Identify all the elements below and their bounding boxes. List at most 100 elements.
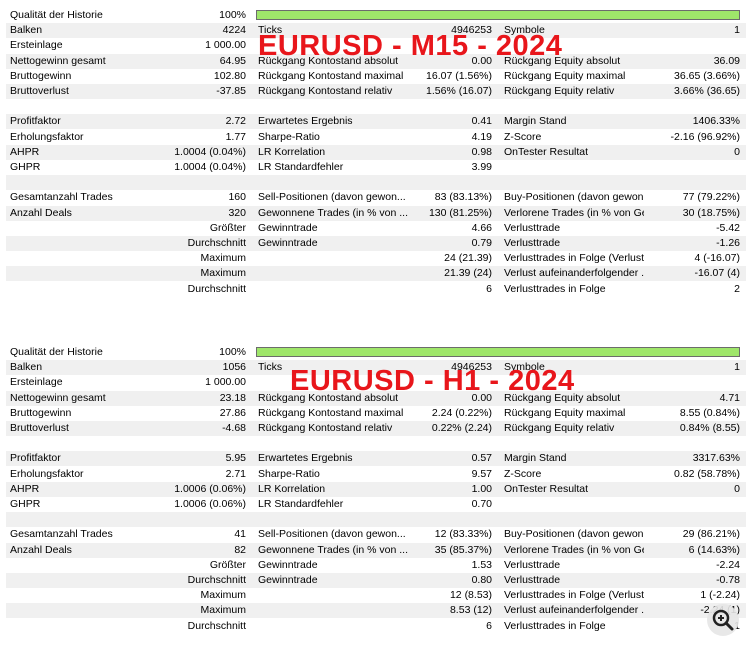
cell-c2: Rückgang Kontostand absolut [258, 391, 399, 404]
magnifier-zoom-in-icon[interactable] [706, 603, 740, 637]
cell-c2: Gewonnene Trades (in % von ... [258, 206, 408, 219]
cell-v2: 0.79 [471, 237, 492, 249]
cell-v2: 24 (21.39) [444, 252, 492, 265]
cell-c2: Erwartetes Ergebnis [258, 115, 353, 128]
table-row: GHPR 1.0004 (0.04%) LR Standardfehler 3.99 [6, 160, 746, 175]
cell-v1: 27.86 [219, 406, 246, 419]
cell-v3 [642, 175, 740, 190]
cell-v3: 36.65 (3.66%) [674, 69, 740, 82]
table-row: Maximum 21.39 (24) Verlust aufeinanderfolg… [6, 266, 746, 282]
cell-c1: Nettogewinn gesamt [10, 391, 106, 404]
cell-c1 [10, 512, 140, 527]
cell-v3: -2.16 (96.92%) [670, 130, 740, 143]
cell-c2: Sharpe-Ratio [258, 467, 320, 480]
cell-v1: Maximum [200, 589, 246, 602]
cell-c1: Profitfaktor [10, 452, 61, 465]
cell-v1: 320 [228, 206, 246, 219]
table-row [6, 175, 746, 191]
cell-v3: 0.82 (58.78%) [674, 467, 740, 480]
cell-v1 [140, 512, 246, 527]
table-row: Nettogewinn gesamt 64.95 Rückgang Kontosta… [6, 53, 746, 69]
cell-v2 [408, 512, 492, 527]
cell-v1: Durchschnitt [187, 619, 246, 632]
table-row: Erholungsfaktor 1.77 Sharpe-Ratio 4.19 Z-Sco… [6, 129, 746, 145]
cell-c2: LR Korrelation [258, 482, 326, 495]
cell-c3: Rückgang Equity absolut [504, 391, 621, 404]
table-row: Gesamtanzahl Trades 41 Sell-Positionen (da… [6, 527, 746, 543]
cell-v1: Maximum [200, 604, 246, 617]
quality-row: Qualität der Historie 100% [6, 8, 746, 23]
cell-v2: 0.22% (2.24) [431, 422, 492, 434]
cell-c2: Gewonnene Trades (in % von ... [258, 543, 408, 556]
cell-c3: OnTester Resultat [504, 482, 589, 495]
cell-c3: Verlusttrade [504, 574, 561, 586]
cell-v2: 6 [486, 619, 492, 632]
cell-c3: OnTester Resultat [504, 145, 589, 158]
cell-v2: 0.70 [471, 498, 492, 510]
cell-c3: Verlorene Trades (in % von Ge... [504, 543, 644, 556]
cell-v3: 3.66% (36.65) [674, 85, 740, 97]
cell-c1 [10, 266, 140, 281]
table-row: Profitfaktor 2.72 Erwartetes Ergebnis 0.41 M… [6, 114, 746, 130]
table-row: Durchschnitt Gewinntrade 0.80 Verlusttrade -… [6, 573, 746, 588]
cell-c2: Rückgang Kontostand maximal [258, 69, 404, 82]
cell-v1: 1.0006 (0.06%) [174, 482, 246, 495]
cell-v3: 77 (79.22%) [682, 191, 740, 204]
table-row: GHPR 1.0006 (0.06%) LR Standardfehler 0.70 [6, 497, 746, 512]
cell-c3 [504, 175, 644, 190]
cell-v1: 41 [234, 528, 246, 541]
cell-v3: 0 [734, 482, 740, 495]
table-row: Größter Gewinntrade 4.66 Verlusttrade -5.42 [6, 220, 746, 236]
table-row: Anzahl Deals 82 Gewonnene Trades (in % von… [6, 542, 746, 558]
cell-v3: 29 (86.21%) [682, 528, 740, 541]
cell-c2 [258, 99, 408, 114]
cell-c1: Erholungsfaktor [10, 467, 84, 480]
table-row: Maximum 24 (21.39) Verlusttrades in Folge … [6, 251, 746, 267]
cell-c2: Gewinntrade [258, 237, 318, 249]
cell-v3: -2.24 [716, 558, 740, 571]
cell-c1 [10, 588, 140, 603]
table-row: AHPR 1.0006 (0.06%) LR Korrelation 1.00 OnTe… [6, 481, 746, 497]
cell-c2: Gewinntrade [258, 221, 318, 234]
cell-c3: Buy-Positionen (davon gewon... [504, 528, 644, 541]
cell-c1: Bruttoverlust [10, 422, 69, 434]
cell-c3: Verlust aufeinanderfolgender ... [504, 604, 644, 617]
cell-v3: 6 (14.63%) [688, 543, 740, 556]
cell-c3: Verlusttrade [504, 237, 561, 249]
cell-c3: Verlusttrades in Folge (Verlust ... [504, 252, 644, 265]
cell-v1: 1.77 [225, 130, 246, 143]
cell-c3: Verlusttrades in Folge [504, 619, 606, 632]
cell-c1 [10, 175, 140, 190]
cell-c2: Ticks [258, 361, 283, 374]
quality-label: Qualität der Historie [10, 9, 103, 21]
cell-v3: -0.78 [716, 574, 740, 586]
cell-v2: 0.57 [471, 452, 492, 465]
cell-v1: Maximum [200, 252, 246, 265]
cell-c3: Margin Stand [504, 115, 567, 128]
cell-c1: Gesamtanzahl Trades [10, 528, 113, 541]
cell-v1: 1 000.00 [205, 39, 246, 52]
cell-c2 [258, 588, 408, 603]
cell-v3 [642, 38, 740, 53]
cell-c3: Verlorene Trades (in % von Ge... [504, 206, 644, 219]
cell-v1: Durchschnitt [187, 282, 246, 295]
cell-v2: 4.66 [471, 221, 492, 234]
table-row: Größter Gewinntrade 1.53 Verlusttrade -2.24 [6, 557, 746, 573]
cell-c1: Balken [10, 24, 43, 37]
cell-c2 [258, 282, 408, 297]
cell-v1: 1056 [222, 361, 246, 374]
cell-c2: LR Standardfehler [258, 161, 344, 173]
quality-progress-bar [256, 10, 740, 20]
quality-row: Qualität der Historie 100% [6, 345, 746, 360]
cell-c1: Balken [10, 361, 43, 374]
cell-c3: Z-Score [504, 467, 542, 480]
table-row: Durchschnitt 6 Verlusttrades in Folge 2 [6, 281, 746, 297]
cell-c2 [258, 436, 408, 451]
cell-v2: 0.00 [471, 391, 492, 404]
cell-c1 [10, 619, 140, 634]
cell-v2 [408, 436, 492, 451]
table-row: Erholungsfaktor 2.71 Sharpe-Ratio 9.57 Z-Sco… [6, 466, 746, 482]
cell-c1 [10, 282, 140, 297]
cell-v1: 5.95 [225, 452, 246, 465]
cell-v1: 82 [234, 543, 246, 556]
